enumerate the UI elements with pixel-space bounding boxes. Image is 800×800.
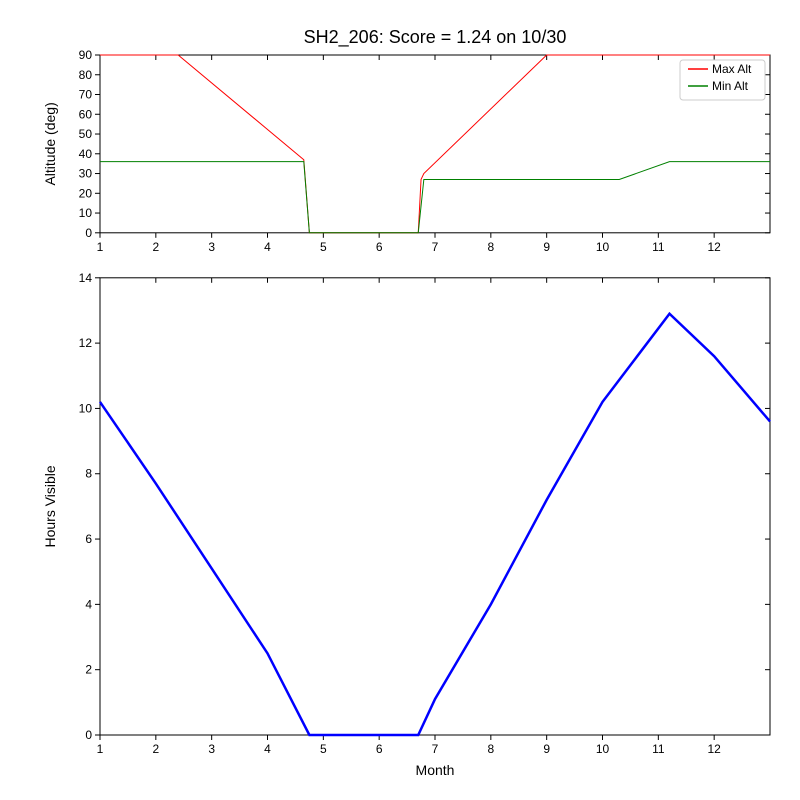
- bottom-xtick-label: 10: [596, 742, 610, 756]
- bottom-ytick-label: 12: [79, 336, 93, 350]
- bottom-plot-border: [100, 278, 770, 735]
- top-ylabel: Altitude (deg): [42, 102, 58, 185]
- bottom-ytick-label: 4: [85, 597, 92, 611]
- top-xtick-label: 10: [596, 240, 610, 254]
- bottom-ytick-label: 8: [85, 467, 92, 481]
- bottom-ytick-label: 10: [79, 401, 93, 415]
- bottom-xtick-label: 4: [264, 742, 271, 756]
- chart-svg: SH2_206: Score = 1.24 on 10/301234567891…: [0, 0, 800, 800]
- bottom-series-line: [100, 314, 770, 735]
- top-xtick-label: 7: [432, 240, 439, 254]
- top-ytick-label: 0: [85, 226, 92, 240]
- bottom-ylabel: Hours Visible: [42, 465, 58, 547]
- bottom-xtick-label: 5: [320, 742, 327, 756]
- top-series-line: [100, 162, 770, 233]
- top-ytick-label: 30: [79, 167, 93, 181]
- top-series-line: [100, 55, 770, 233]
- top-xtick-label: 3: [208, 240, 215, 254]
- legend-label: Min Alt: [712, 79, 749, 93]
- top-xtick-label: 12: [707, 240, 721, 254]
- top-xtick-label: 9: [543, 240, 550, 254]
- top-xtick-label: 11: [652, 240, 665, 254]
- bottom-xtick-label: 6: [376, 742, 383, 756]
- bottom-ytick-label: 2: [85, 663, 92, 677]
- legend-label: Max Alt: [712, 62, 752, 76]
- bottom-xtick-label: 12: [707, 742, 721, 756]
- bottom-ytick-label: 6: [85, 532, 92, 546]
- top-ytick-label: 90: [79, 48, 93, 62]
- top-xtick-label: 5: [320, 240, 327, 254]
- top-ytick-label: 20: [79, 186, 93, 200]
- top-xtick-label: 4: [264, 240, 271, 254]
- xlabel: Month: [416, 762, 455, 778]
- bottom-xtick-label: 7: [432, 742, 439, 756]
- top-ytick-label: 40: [79, 147, 93, 161]
- chart-container: SH2_206: Score = 1.24 on 10/301234567891…: [0, 0, 800, 800]
- top-ytick-label: 60: [79, 107, 93, 121]
- bottom-xtick-label: 9: [543, 742, 550, 756]
- bottom-xtick-label: 11: [652, 742, 665, 756]
- top-xtick-label: 8: [487, 240, 494, 254]
- bottom-xtick-label: 8: [487, 742, 494, 756]
- bottom-ytick-label: 0: [85, 728, 92, 742]
- top-xtick-label: 6: [376, 240, 383, 254]
- top-plot-border: [100, 55, 770, 233]
- bottom-ytick-label: 14: [79, 271, 93, 285]
- top-xtick-label: 2: [152, 240, 159, 254]
- bottom-xtick-label: 1: [97, 742, 104, 756]
- chart-title: SH2_206: Score = 1.24 on 10/30: [304, 27, 567, 48]
- bottom-xtick-label: 2: [152, 742, 159, 756]
- top-ytick-label: 80: [79, 68, 93, 82]
- top-ytick-label: 70: [79, 88, 93, 102]
- top-xtick-label: 1: [97, 240, 104, 254]
- top-ytick-label: 10: [79, 206, 93, 220]
- top-ytick-label: 50: [79, 127, 93, 141]
- bottom-xtick-label: 3: [208, 742, 215, 756]
